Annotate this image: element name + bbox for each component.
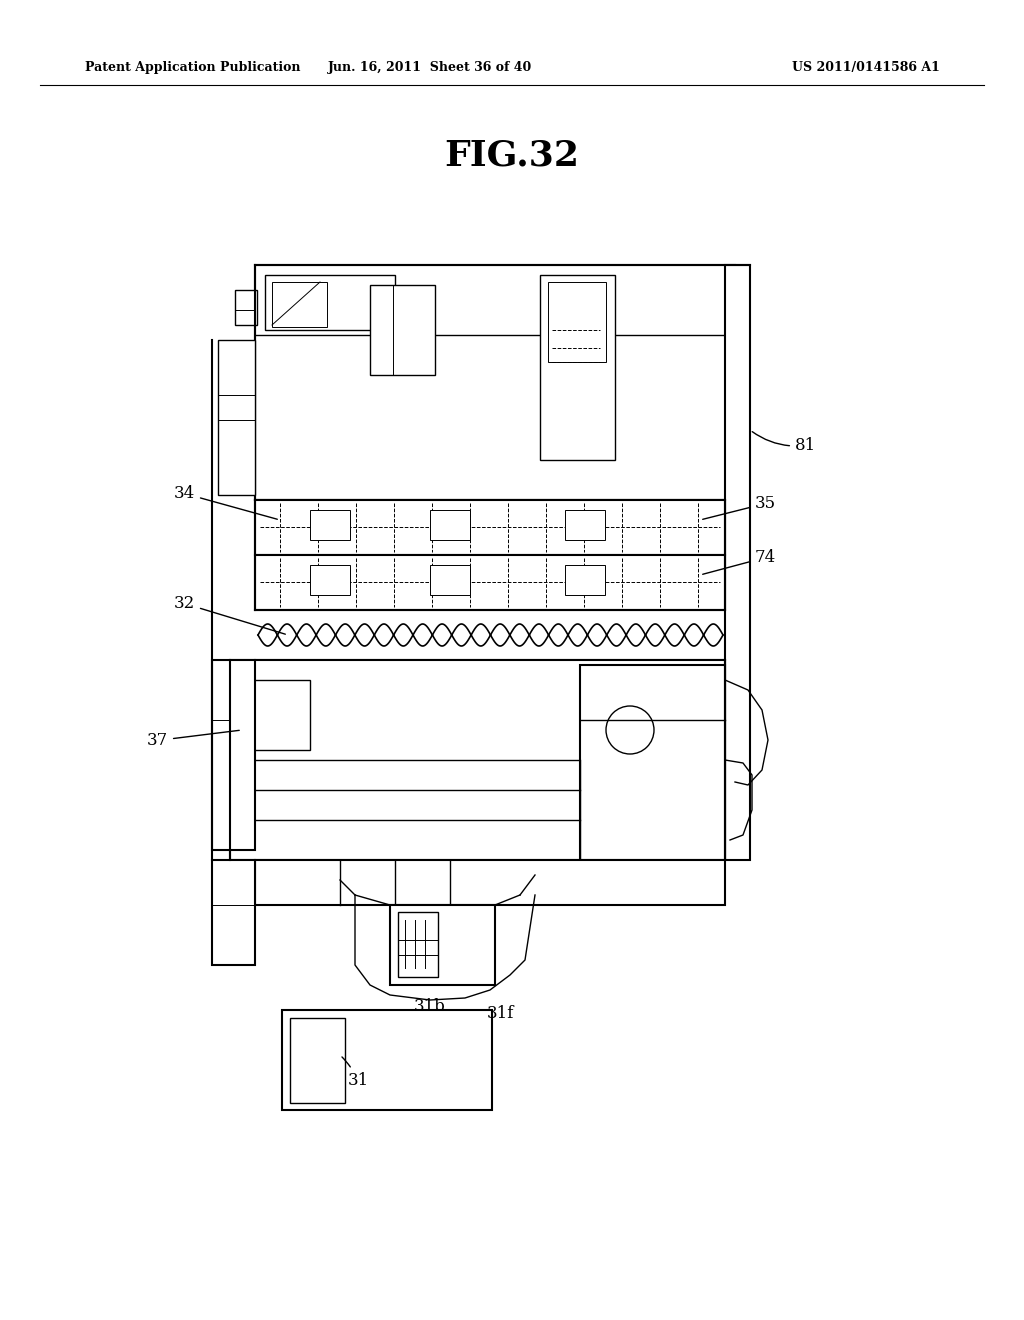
Text: 81: 81: [753, 432, 816, 454]
Bar: [540, 275, 615, 459]
Bar: [580, 665, 725, 861]
Bar: [230, 660, 725, 861]
Text: 31b: 31b: [414, 998, 445, 1015]
Text: FIG.32: FIG.32: [444, 139, 580, 172]
Bar: [218, 341, 255, 495]
Bar: [565, 510, 605, 540]
Bar: [212, 861, 255, 965]
Text: 35: 35: [702, 495, 776, 519]
Bar: [234, 290, 257, 325]
Text: 32: 32: [174, 595, 286, 634]
Bar: [390, 906, 495, 985]
Text: Patent Application Publication: Patent Application Publication: [85, 62, 300, 74]
Text: 34: 34: [174, 484, 278, 519]
Bar: [565, 565, 605, 595]
Bar: [290, 1018, 345, 1104]
Bar: [548, 282, 606, 362]
Bar: [370, 285, 435, 375]
Bar: [310, 565, 350, 595]
Bar: [255, 500, 725, 554]
Bar: [240, 680, 310, 750]
Bar: [265, 275, 395, 330]
Text: 31f: 31f: [486, 1005, 514, 1022]
Bar: [430, 510, 470, 540]
Bar: [272, 282, 327, 327]
Bar: [212, 660, 255, 850]
Text: 74: 74: [702, 549, 776, 574]
Text: Jun. 16, 2011  Sheet 36 of 40: Jun. 16, 2011 Sheet 36 of 40: [328, 62, 532, 74]
Bar: [398, 912, 438, 977]
Bar: [255, 554, 725, 610]
Bar: [430, 565, 470, 595]
Bar: [310, 510, 350, 540]
Bar: [725, 265, 750, 861]
Text: 31: 31: [342, 1057, 369, 1089]
Bar: [255, 861, 725, 906]
Bar: [255, 265, 735, 500]
Bar: [282, 1010, 492, 1110]
Text: US 2011/0141586 A1: US 2011/0141586 A1: [793, 62, 940, 74]
Text: 37: 37: [146, 730, 240, 748]
